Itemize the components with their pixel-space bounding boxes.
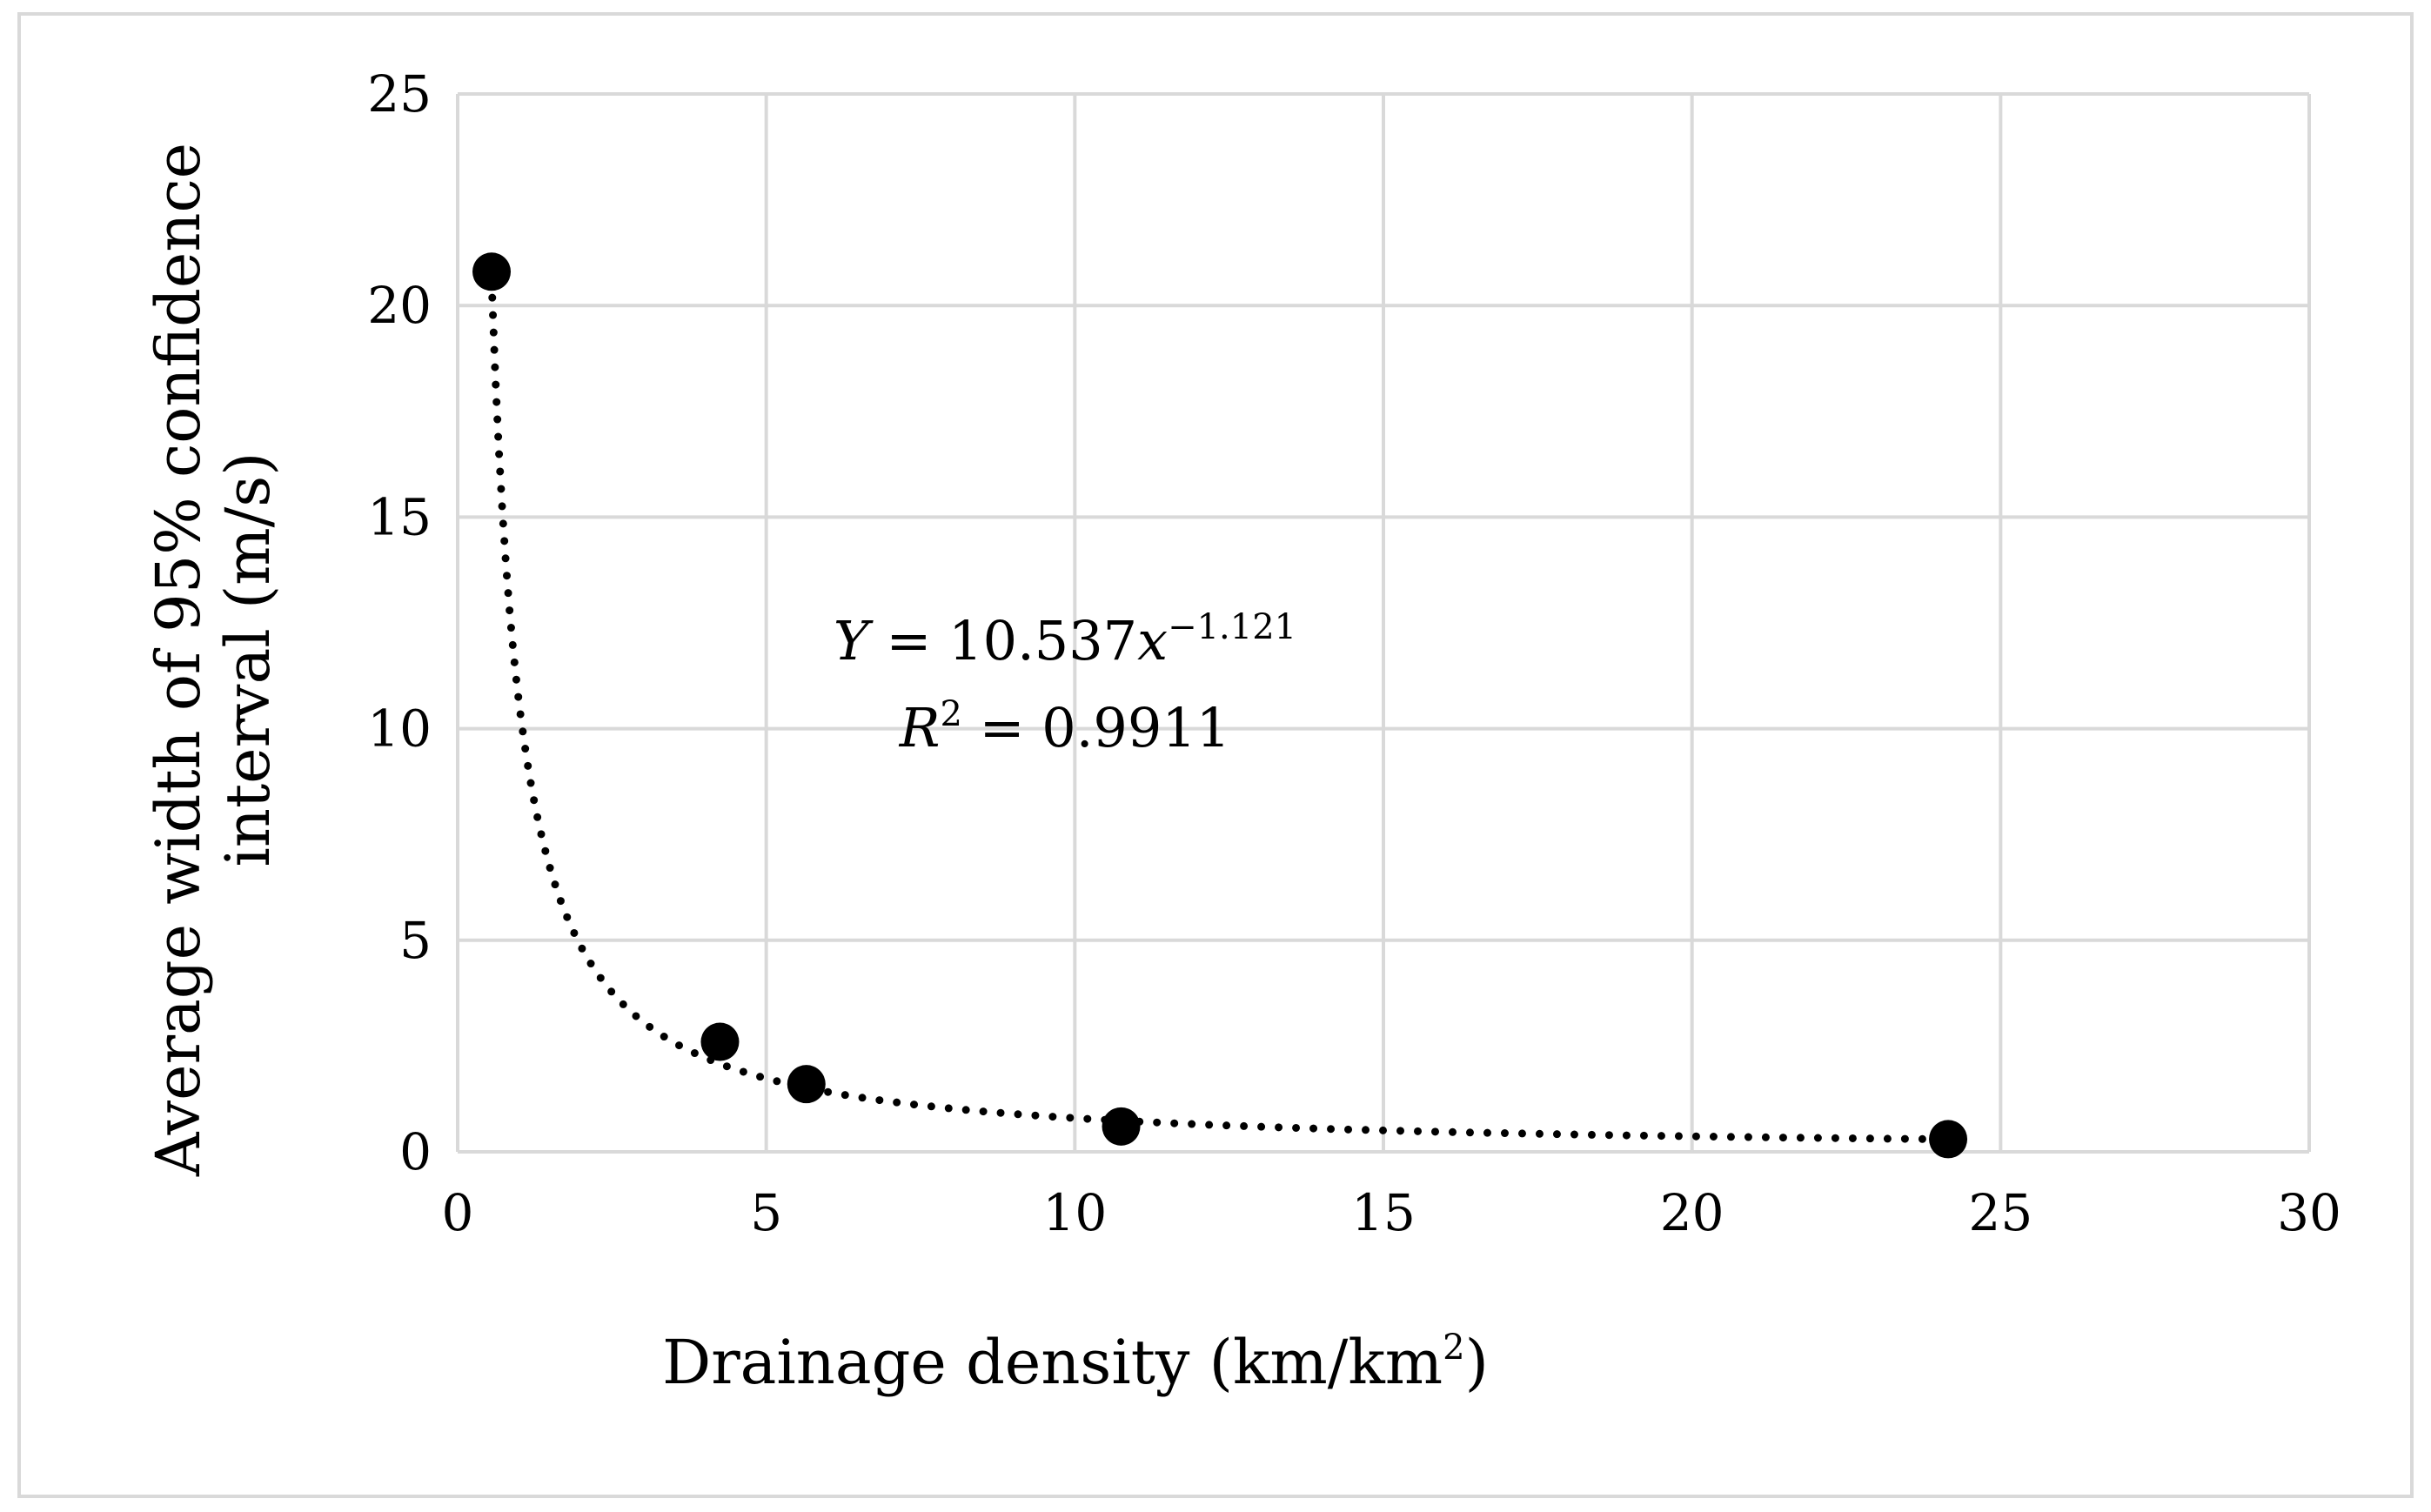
x-axis-title-text: Drainage density (km/km [662, 1327, 1443, 1398]
y-tick-label-20: 20 [367, 276, 432, 335]
scatter-chart: 0 5 10 15 20 25 0 5 10 15 20 25 30 Y = 10.537x−1.121… [143, 64, 2341, 1398]
x-axis-title: Drainage density (km/km2) [662, 1327, 1489, 1398]
x-tick-label-15: 15 [1351, 1183, 1416, 1242]
points-layer [472, 252, 1968, 1159]
x-tick-label-20: 20 [1660, 1183, 1724, 1242]
x-tick-label-0: 0 [442, 1183, 474, 1242]
data-point-3 [787, 1065, 826, 1104]
r-squared-annotation: R2 = 0.9911 [899, 694, 1230, 759]
equation-x: x [1137, 609, 1168, 672]
r2-var: R [899, 696, 941, 759]
equation-var: Y [834, 609, 874, 672]
x-tick-label-30: 30 [2277, 1183, 2341, 1242]
r2-superscript: 2 [940, 694, 961, 734]
y-axis-title-line2: interval (m/s) [212, 452, 284, 867]
y-axis-title-line1: Average width of 95% confidence [143, 143, 214, 1177]
grid [456, 92, 2311, 1154]
chart-frame: 0 5 10 15 20 25 0 5 10 15 20 25 30 Y = 10.537x−1.121… [17, 12, 2414, 1498]
y-tick-label-5: 5 [399, 911, 432, 970]
y-tick-label-25: 25 [367, 64, 432, 124]
x-tick-label-5: 5 [750, 1183, 782, 1242]
tick-labels: 0 5 10 15 20 25 0 5 10 15 20 25 30 [367, 64, 2341, 1242]
y-tick-label-15: 15 [367, 487, 432, 546]
y-axis-title: Average width of 95% confidence interval… [143, 143, 284, 1177]
x-tick-label-10: 10 [1042, 1183, 1107, 1242]
y-tick-label-10: 10 [367, 699, 432, 759]
equation-exponent: −1.121 [1168, 607, 1296, 647]
y-tick-label-0: 0 [399, 1122, 432, 1181]
equation-coefficient: = 10.537 [869, 609, 1137, 672]
x-axis-title-superscript: 2 [1443, 1328, 1464, 1368]
x-axis-title-close: ) [1465, 1327, 1489, 1398]
x-tick-label-25: 25 [1968, 1183, 2033, 1242]
data-point-4 [1102, 1107, 1141, 1146]
data-point-1 [472, 252, 512, 291]
data-point-2 [700, 1022, 740, 1061]
r2-value: = 0.9911 [962, 696, 1230, 759]
data-point-5 [1929, 1120, 1968, 1159]
equation-annotation: Y = 10.537x−1.121 [834, 607, 1296, 672]
